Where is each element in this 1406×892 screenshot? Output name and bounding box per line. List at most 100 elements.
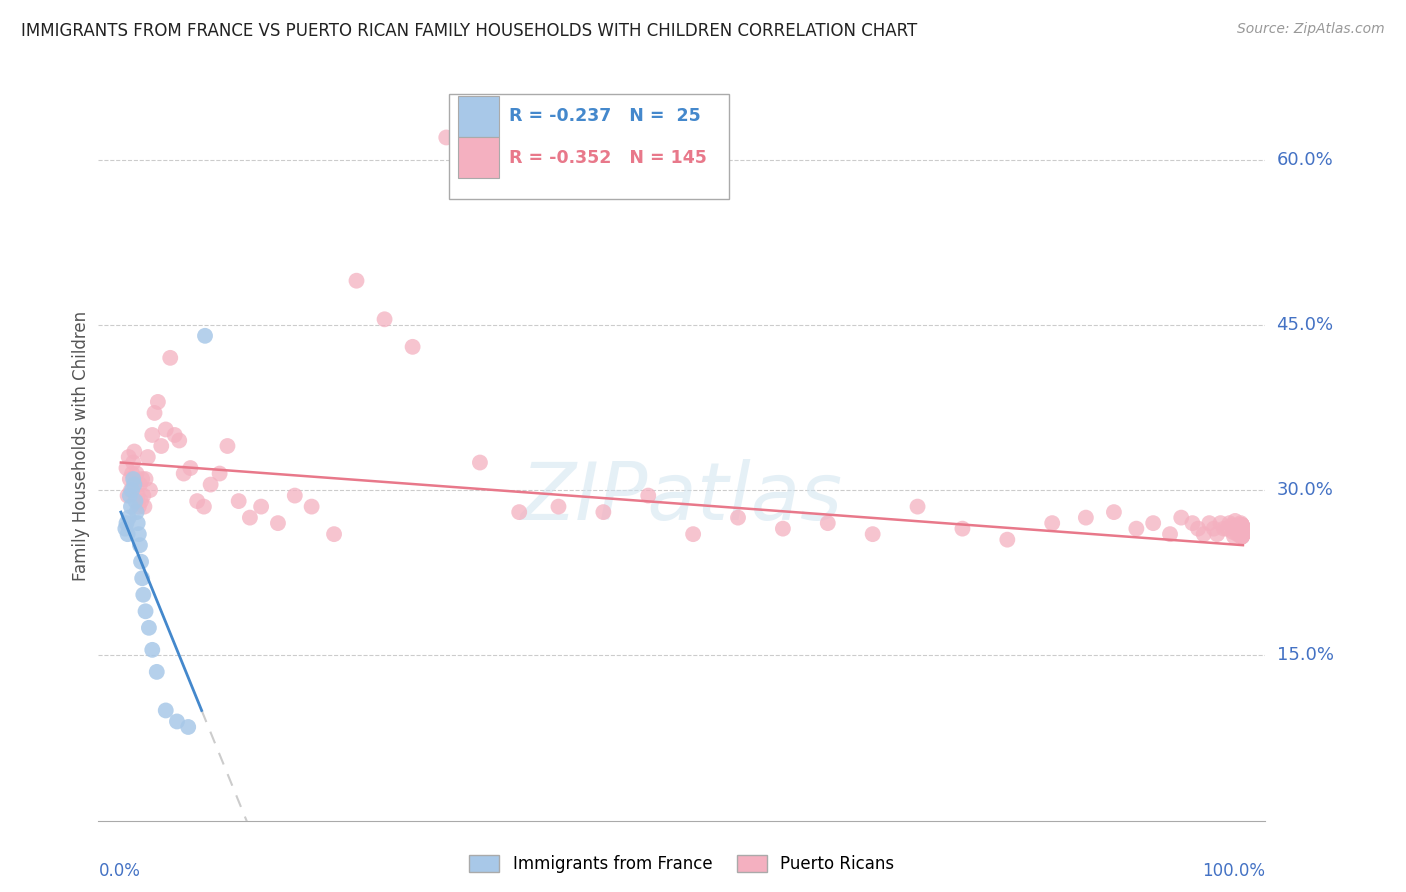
Point bbox=[132, 489, 155, 503]
Point bbox=[468, 456, 491, 470]
Point bbox=[114, 522, 136, 536]
Point bbox=[1230, 527, 1253, 541]
Point bbox=[150, 439, 173, 453]
Point bbox=[167, 434, 190, 448]
Point bbox=[129, 477, 152, 491]
Point bbox=[121, 483, 143, 497]
Point bbox=[131, 571, 153, 585]
Point bbox=[1230, 527, 1253, 541]
Point bbox=[1192, 527, 1215, 541]
Point bbox=[374, 312, 396, 326]
Point bbox=[1159, 527, 1181, 541]
Point bbox=[128, 527, 150, 541]
Point bbox=[125, 505, 148, 519]
Point bbox=[1230, 522, 1253, 536]
FancyBboxPatch shape bbox=[458, 95, 499, 137]
Point bbox=[1222, 524, 1244, 539]
Point bbox=[124, 477, 146, 491]
Point bbox=[127, 516, 149, 530]
Point bbox=[1230, 522, 1253, 536]
Point bbox=[1142, 516, 1164, 530]
Point bbox=[1218, 516, 1240, 530]
Point bbox=[135, 604, 157, 618]
Text: 45.0%: 45.0% bbox=[1277, 316, 1334, 334]
Point bbox=[1230, 524, 1253, 539]
Text: 15.0%: 15.0% bbox=[1277, 647, 1333, 665]
Point bbox=[1230, 524, 1253, 539]
Point bbox=[122, 472, 145, 486]
Point bbox=[682, 527, 704, 541]
Point bbox=[952, 522, 974, 536]
Point bbox=[1230, 522, 1253, 536]
Point bbox=[1198, 516, 1220, 530]
Point bbox=[1230, 518, 1253, 533]
Point bbox=[995, 533, 1018, 547]
Point bbox=[134, 500, 156, 514]
Point bbox=[1230, 522, 1253, 536]
Point bbox=[1230, 527, 1253, 541]
Point bbox=[118, 472, 141, 486]
Point bbox=[1230, 527, 1253, 541]
Point bbox=[1230, 527, 1253, 541]
Point bbox=[1074, 510, 1097, 524]
Point bbox=[727, 510, 749, 524]
Point bbox=[1230, 522, 1253, 536]
FancyBboxPatch shape bbox=[449, 94, 728, 199]
Point bbox=[1229, 529, 1251, 543]
Point bbox=[1230, 529, 1253, 543]
Point bbox=[1230, 529, 1253, 543]
Point bbox=[1230, 522, 1253, 536]
Point bbox=[1230, 529, 1253, 543]
Point bbox=[1216, 522, 1239, 536]
Text: ZIPatlas: ZIPatlas bbox=[520, 459, 844, 538]
Point bbox=[115, 461, 138, 475]
Point bbox=[1230, 518, 1253, 533]
Point bbox=[907, 500, 929, 514]
Text: 60.0%: 60.0% bbox=[1277, 151, 1333, 169]
Point bbox=[1225, 522, 1247, 536]
Point bbox=[1230, 527, 1253, 541]
Point bbox=[1230, 518, 1253, 533]
Point bbox=[120, 483, 142, 497]
Point bbox=[129, 494, 152, 508]
Point bbox=[146, 395, 169, 409]
Point bbox=[135, 472, 157, 486]
Point bbox=[592, 505, 614, 519]
Point bbox=[1125, 522, 1147, 536]
Point bbox=[862, 527, 884, 541]
Point bbox=[1230, 522, 1253, 536]
FancyBboxPatch shape bbox=[458, 136, 499, 178]
Point bbox=[1230, 522, 1253, 536]
Point bbox=[1230, 524, 1253, 539]
Point bbox=[1202, 522, 1225, 536]
Point bbox=[217, 439, 239, 453]
Point bbox=[1170, 510, 1192, 524]
Text: R = -0.237   N =  25: R = -0.237 N = 25 bbox=[509, 107, 702, 125]
Point bbox=[1230, 527, 1253, 541]
Point bbox=[1229, 524, 1251, 539]
Point bbox=[117, 527, 139, 541]
Point bbox=[1230, 529, 1253, 543]
Point bbox=[132, 588, 155, 602]
Text: 100.0%: 100.0% bbox=[1202, 862, 1265, 880]
Point bbox=[1230, 529, 1253, 543]
Point bbox=[267, 516, 290, 530]
Point bbox=[1226, 527, 1249, 541]
Point bbox=[1212, 522, 1234, 536]
Point bbox=[1227, 518, 1250, 533]
Point bbox=[1230, 527, 1253, 541]
Text: 0.0%: 0.0% bbox=[98, 862, 141, 880]
Point bbox=[508, 505, 530, 519]
Point bbox=[120, 500, 142, 514]
Point bbox=[817, 516, 839, 530]
Point bbox=[1230, 527, 1253, 541]
Point bbox=[141, 643, 163, 657]
Point bbox=[1229, 516, 1251, 530]
Text: 30.0%: 30.0% bbox=[1277, 481, 1333, 500]
Point bbox=[1230, 518, 1253, 533]
Point bbox=[127, 489, 149, 503]
Point bbox=[1230, 518, 1253, 533]
Point bbox=[1230, 524, 1253, 539]
Point bbox=[208, 467, 231, 481]
Point bbox=[1230, 524, 1253, 539]
